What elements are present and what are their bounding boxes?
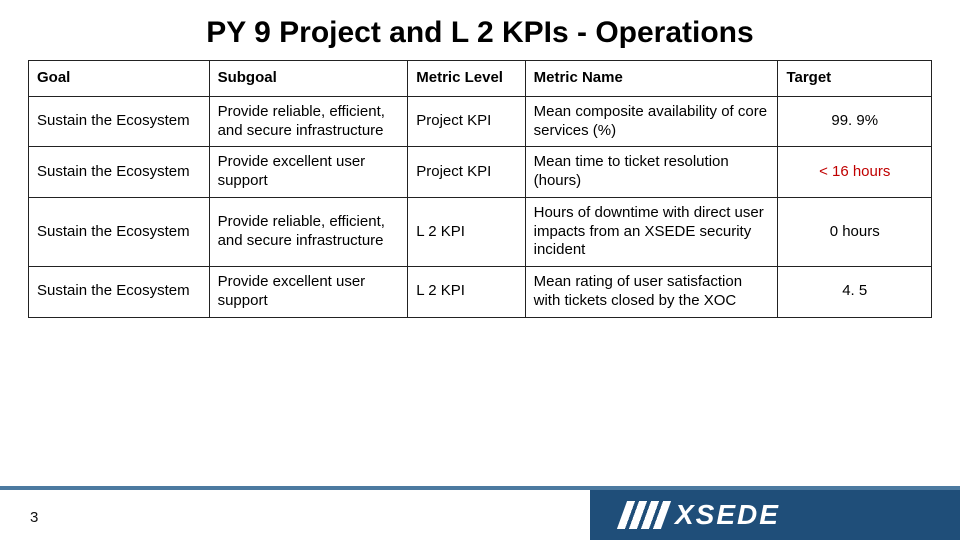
cell-level: Project KPI <box>408 96 525 147</box>
logo-text: XSEDE <box>675 499 780 531</box>
cell-goal: Sustain the Ecosystem <box>29 147 210 198</box>
cell-name: Hours of downtime with direct user impac… <box>525 197 778 266</box>
cell-goal: Sustain the Ecosystem <box>29 197 210 266</box>
cell-target: 4. 5 <box>778 267 932 318</box>
cell-target: 0 hours <box>778 197 932 266</box>
col-header-subgoal: Subgoal <box>209 61 408 97</box>
cell-name: Mean rating of user satisfaction with ti… <box>525 267 778 318</box>
cell-subgoal: Provide reliable, efficient, and secure … <box>209 197 408 266</box>
table-row: Sustain the Ecosystem Provide excellent … <box>29 267 932 318</box>
cell-level: Project KPI <box>408 147 525 198</box>
logo-mark-icon <box>617 501 671 529</box>
cell-name: Mean composite availability of core serv… <box>525 96 778 147</box>
footer-brand-bar: XSEDE <box>590 490 960 540</box>
cell-target: 99. 9% <box>778 96 932 147</box>
cell-level: L 2 KPI <box>408 267 525 318</box>
cell-goal: Sustain the Ecosystem <box>29 267 210 318</box>
xsede-logo: XSEDE <box>616 499 780 531</box>
table-header-row: Goal Subgoal Metric Level Metric Name Ta… <box>29 61 932 97</box>
cell-target: < 16 hours <box>778 147 932 198</box>
col-header-name: Metric Name <box>525 61 778 97</box>
cell-subgoal: Provide excellent user support <box>209 267 408 318</box>
page-number: 3 <box>30 509 38 526</box>
footer: 3 XSEDE <box>0 486 960 540</box>
table-row: Sustain the Ecosystem Provide reliable, … <box>29 197 932 266</box>
cell-name: Mean time to ticket resolution (hours) <box>525 147 778 198</box>
cell-level: L 2 KPI <box>408 197 525 266</box>
cell-subgoal: Provide excellent user support <box>209 147 408 198</box>
col-header-goal: Goal <box>29 61 210 97</box>
cell-goal: Sustain the Ecosystem <box>29 96 210 147</box>
col-header-level: Metric Level <box>408 61 525 97</box>
kpi-table: Goal Subgoal Metric Level Metric Name Ta… <box>28 60 932 318</box>
page-title: PY 9 Project and L 2 KPIs - Operations <box>0 0 960 60</box>
slide: PY 9 Project and L 2 KPIs - Operations G… <box>0 0 960 540</box>
kpi-table-container: Goal Subgoal Metric Level Metric Name Ta… <box>28 60 932 318</box>
table-row: Sustain the Ecosystem Provide excellent … <box>29 147 932 198</box>
col-header-target: Target <box>778 61 932 97</box>
table-row: Sustain the Ecosystem Provide reliable, … <box>29 96 932 147</box>
cell-subgoal: Provide reliable, efficient, and secure … <box>209 96 408 147</box>
